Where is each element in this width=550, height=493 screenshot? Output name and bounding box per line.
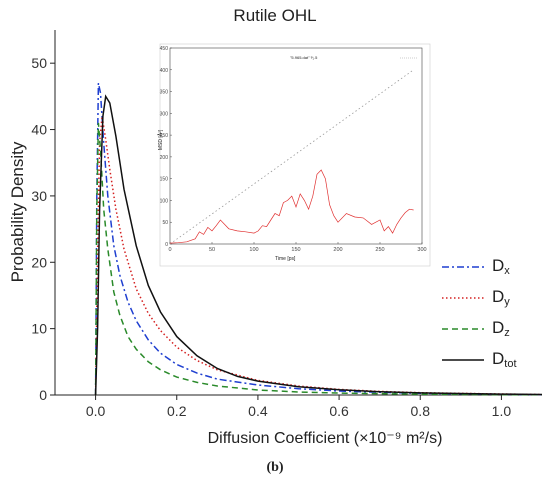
inset-y-tick-label: 50 [162, 220, 168, 226]
inset-y-tick-label: 400 [160, 68, 169, 74]
inset-x-tick-label: 100 [249, 247, 258, 253]
x-tick-label: 0.0 [86, 403, 106, 419]
inset-title: "5.965.dat" ¹⁄₁.5 [290, 55, 318, 60]
x-tick-label: 1.0 [492, 403, 512, 419]
y-tick-label: 30 [31, 188, 47, 204]
legend-item-dx: Dx [440, 252, 548, 283]
inset-x-tick-label: 50 [209, 247, 215, 253]
legend-item-dz: Dz [440, 314, 548, 345]
y-tick-label: 10 [31, 321, 47, 337]
chart-title: Rutile OHL [233, 6, 317, 25]
legend: Dx Dy Dz Dtot [440, 252, 548, 376]
inset-y-axis-label: MSD [Å²] [158, 129, 165, 151]
x-tick-label: 0.2 [167, 403, 187, 419]
x-tick-label: 0.4 [248, 403, 268, 419]
y-tick-label: 20 [31, 254, 47, 270]
y-tick-label: 40 [31, 122, 47, 138]
legend-item-dtot: Dtot [440, 345, 548, 376]
figure-caption: (b) [266, 460, 284, 475]
inset-x-tick-label: 0 [168, 247, 171, 253]
legend-label-dy: Dy [492, 287, 510, 308]
inset-y-tick-label: 100 [160, 198, 169, 204]
legend-label-dz: Dz [492, 318, 510, 339]
inset-y-tick-label: 350 [160, 90, 169, 96]
inset-x-tick-label: 250 [375, 247, 384, 253]
inset-chart: 0 50 100 150 200 250 300 0 50 100 150 200 250 300 350 4… [160, 43, 431, 267]
y-axis-label: Probability Density [8, 141, 27, 283]
inset-x-tick-label: 150 [291, 247, 300, 253]
inset-y-tick-label: 250 [160, 133, 169, 139]
inset-y-tick-label: 450 [160, 46, 169, 52]
inset-y-tick-label: 150 [160, 177, 169, 183]
x-tick-label: 0.8 [411, 403, 431, 419]
legend-label-dtot: Dtot [492, 349, 517, 370]
y-tick-label: 50 [31, 55, 47, 71]
inset-y-tick-label: 200 [160, 155, 169, 161]
plot-frame [54, 30, 542, 396]
series-line-dz [94, 122, 543, 396]
inset-x-tick-label: 200 [333, 247, 342, 253]
x-axis-label: Diffusion Coefficient (×10⁻⁹ m²/s) [207, 430, 443, 447]
inset-y-tick-label: 300 [160, 111, 169, 117]
inset-msd-line [169, 169, 414, 244]
series-line-dtot [94, 94, 543, 396]
inset-x-axis-label: Time [ps] [275, 256, 296, 262]
legend-item-dy: Dy [440, 283, 548, 314]
legend-label-dx: Dx [492, 256, 510, 277]
x-tick-label: 0.6 [329, 403, 349, 419]
inset-x-tick-label: 300 [417, 247, 426, 253]
series-group [94, 82, 543, 396]
axis-ticks: 0.0 0.2 0.4 0.6 0.8 1.0 0 10 20 30 40 50 [31, 55, 511, 419]
y-tick-label: 0 [39, 387, 47, 403]
inset-y-tick-label: 0 [165, 242, 168, 248]
